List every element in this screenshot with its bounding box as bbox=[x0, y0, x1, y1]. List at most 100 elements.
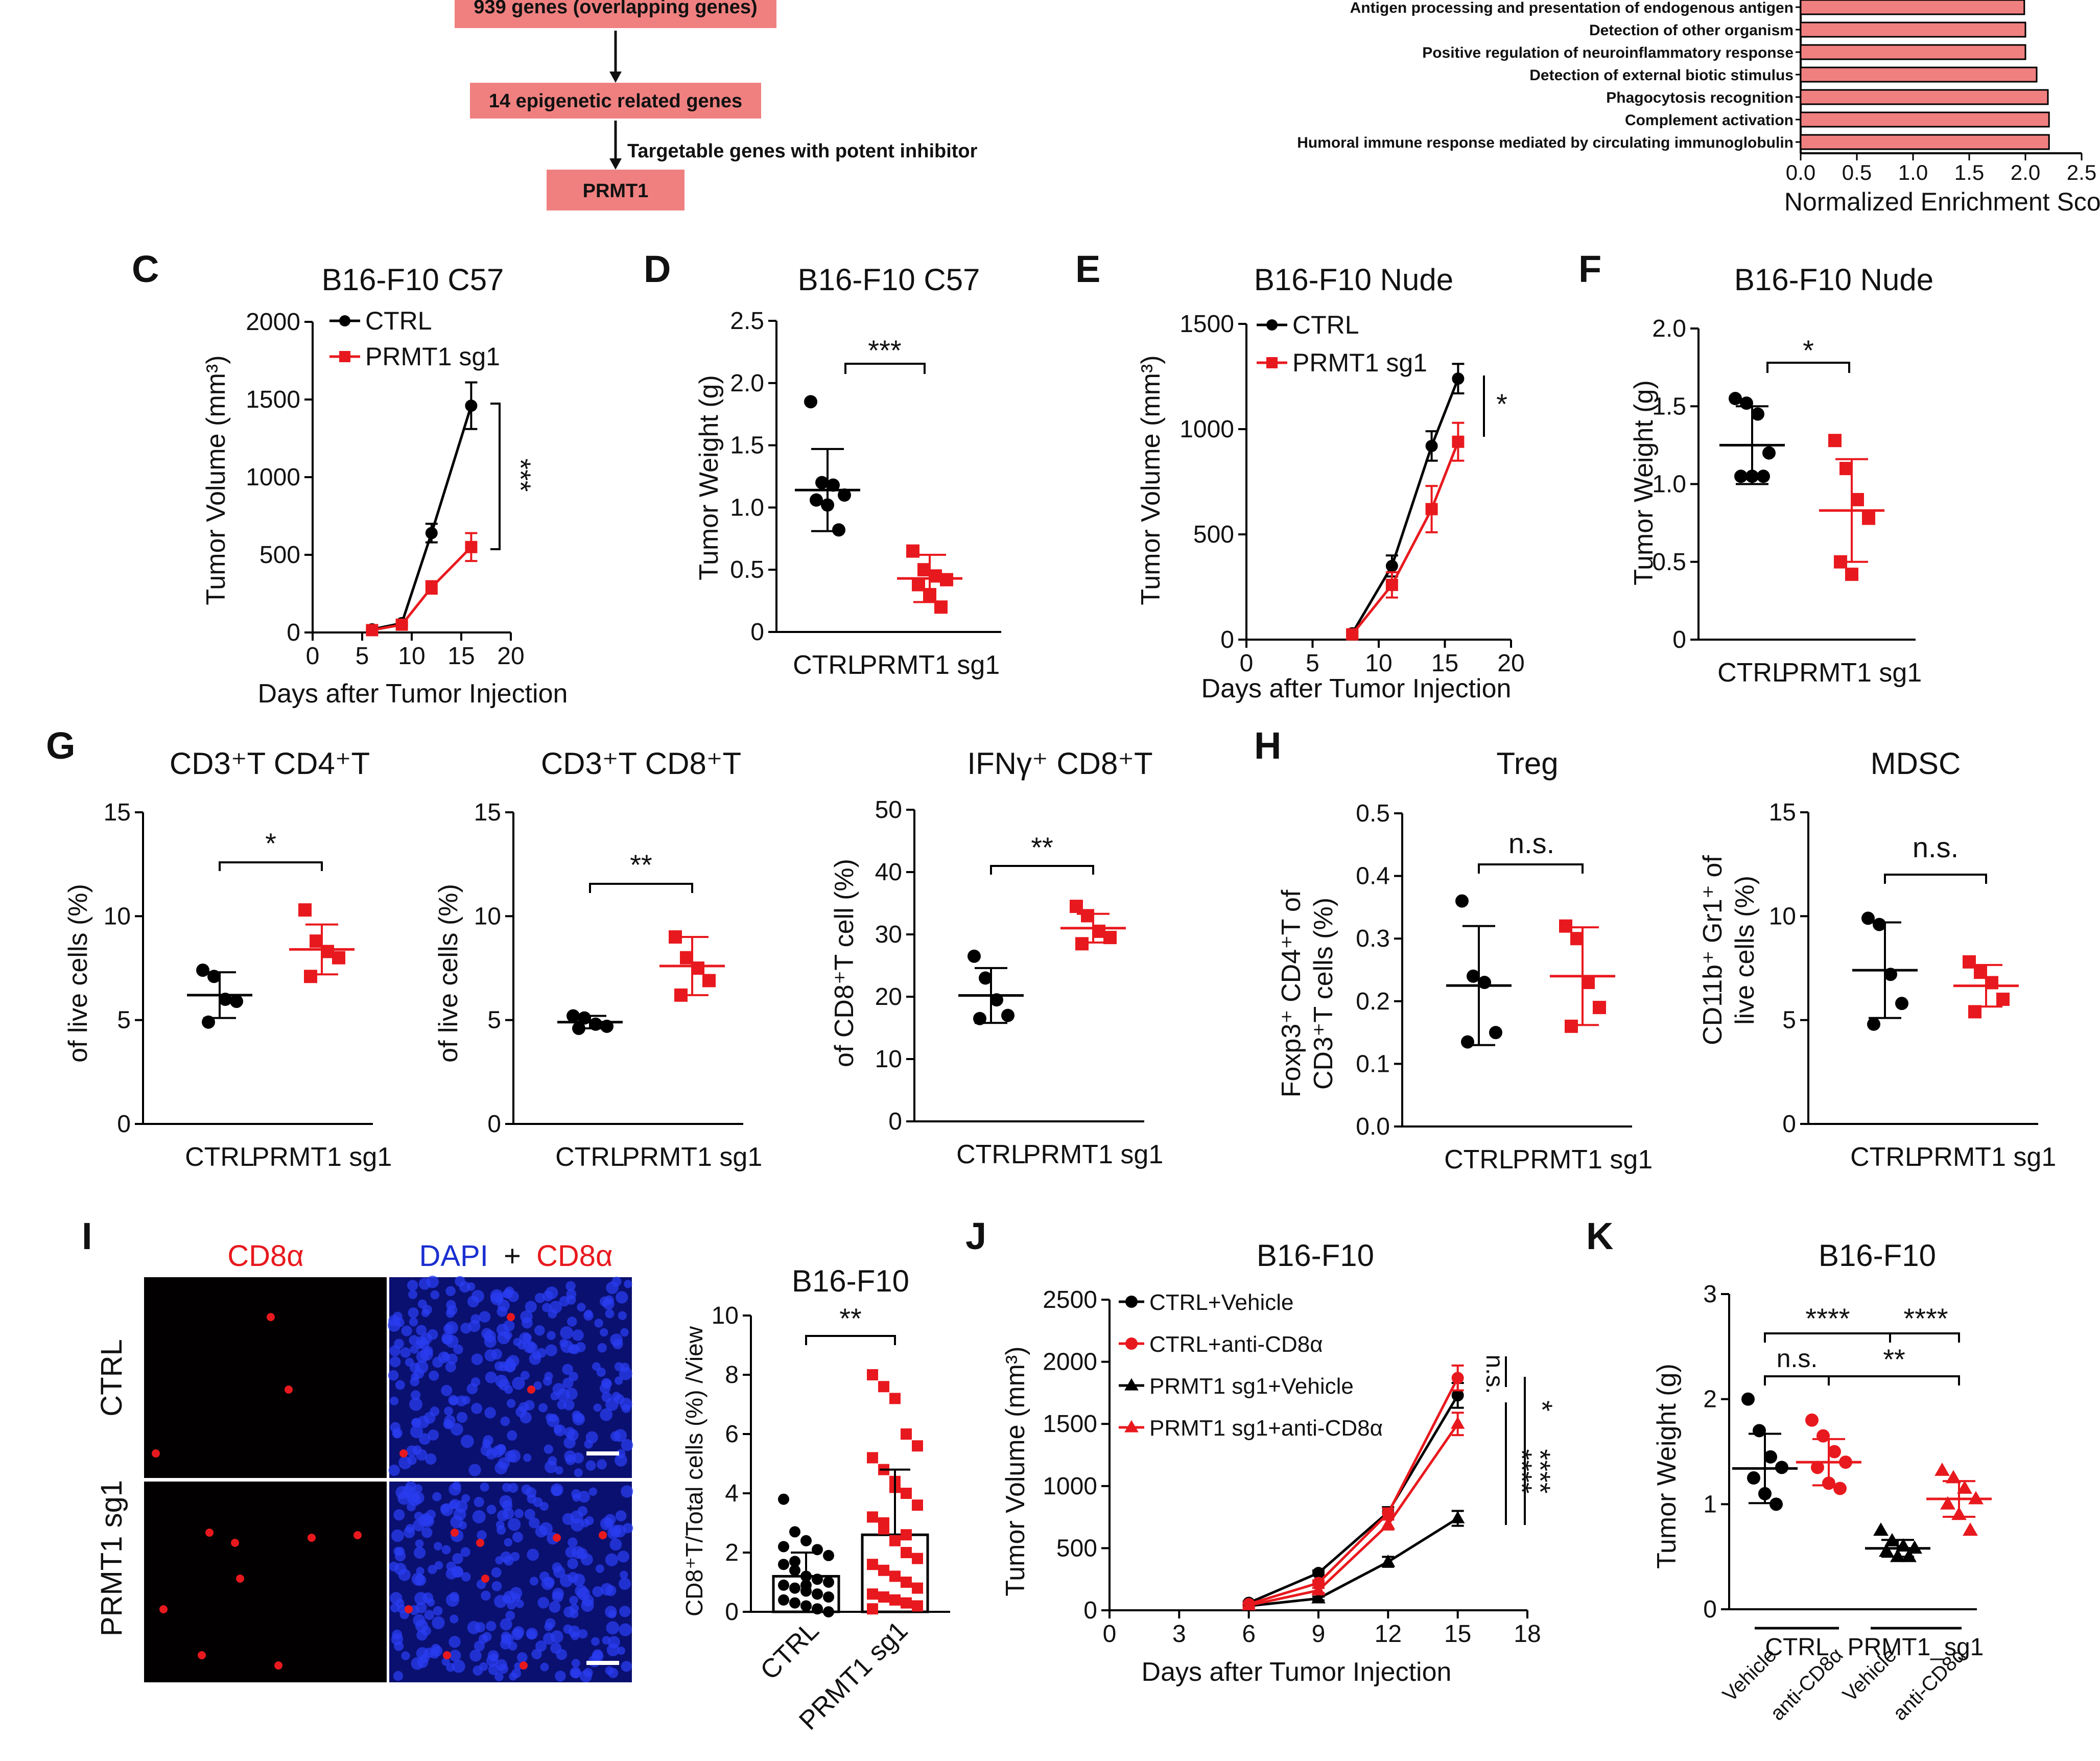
cd8-cell-dot bbox=[152, 1449, 160, 1458]
data-point bbox=[230, 995, 243, 1008]
nucleus-dot bbox=[554, 1424, 566, 1437]
nucleus-dot bbox=[549, 1301, 562, 1313]
data-point bbox=[425, 581, 438, 594]
flow-arrowhead-2 bbox=[609, 158, 622, 170]
data-point bbox=[1311, 1583, 1326, 1595]
nucleus-dot bbox=[421, 1527, 433, 1538]
gsea-bar-chart: Antigen processing and presentation of e… bbox=[1297, 0, 2100, 216]
y-tick-label: 30 bbox=[875, 921, 902, 948]
nucleus-dot bbox=[520, 1310, 533, 1323]
data-point bbox=[889, 1594, 901, 1606]
data-point bbox=[196, 964, 209, 977]
nucleus-dot bbox=[433, 1606, 443, 1616]
nucleus-dot bbox=[470, 1377, 481, 1387]
nucleus-dot bbox=[605, 1585, 617, 1596]
y-tick-label: 500 bbox=[1193, 521, 1234, 548]
y-tick-label: 5 bbox=[487, 1007, 501, 1034]
micro-col-label-cd8-merge: CD8α bbox=[536, 1239, 613, 1273]
nucleus-dot bbox=[472, 1510, 486, 1523]
data-point bbox=[1455, 894, 1469, 908]
micro-prmt1-cd8 bbox=[144, 1482, 387, 1682]
legend-marker bbox=[1124, 1420, 1139, 1433]
panel-h1-title: Treg bbox=[1496, 746, 1558, 781]
y-tick-label: 50 bbox=[875, 796, 902, 824]
enrichment-bar bbox=[1800, 44, 2026, 60]
nucleus-dot bbox=[394, 1317, 405, 1327]
panel-g1-title: CD3⁺T CD4⁺T bbox=[170, 746, 370, 781]
nucleus-dot bbox=[515, 1406, 527, 1418]
y-tick-label: 8 bbox=[725, 1361, 739, 1389]
nucleus-dot bbox=[575, 1342, 586, 1352]
data-point bbox=[878, 1381, 889, 1393]
legend-label: CTRL+Vehicle bbox=[1149, 1290, 1293, 1315]
nucleus-dot bbox=[441, 1384, 453, 1396]
nucleus-dot bbox=[520, 1371, 530, 1380]
legend-marker bbox=[1125, 1296, 1138, 1308]
x-tick-label: 15 bbox=[1431, 650, 1458, 677]
x-tick-label: 20 bbox=[1497, 650, 1524, 677]
nucleus-dot bbox=[527, 1548, 539, 1561]
nucleus-dot bbox=[456, 1412, 468, 1423]
cd8-cell-dot bbox=[507, 1313, 515, 1321]
series-line bbox=[371, 546, 473, 631]
data-point bbox=[867, 1452, 878, 1464]
y-tick-label: 5 bbox=[117, 1007, 131, 1034]
data-point bbox=[1811, 1461, 1824, 1474]
nucleus-dot bbox=[562, 1377, 574, 1389]
nucleus-dot bbox=[615, 1376, 623, 1385]
data-point bbox=[889, 1535, 901, 1546]
data-point bbox=[1570, 932, 1584, 946]
nucleus-dot bbox=[413, 1484, 422, 1493]
nucleus-dot bbox=[456, 1395, 467, 1406]
nucleus-dot bbox=[429, 1370, 439, 1381]
nucleus-dot bbox=[545, 1286, 558, 1300]
nucleus-dot bbox=[506, 1399, 516, 1408]
nucleus-dot bbox=[569, 1595, 578, 1605]
nucleus-dot bbox=[617, 1551, 629, 1563]
nucleus-dot bbox=[475, 1622, 486, 1633]
data-point bbox=[1311, 1591, 1326, 1604]
y-tick-label: 2.0 bbox=[1652, 315, 1686, 342]
nucleus-dot bbox=[624, 1280, 632, 1288]
data-point bbox=[1452, 372, 1465, 385]
legend-ctrl-marker bbox=[339, 315, 350, 326]
series-line bbox=[1351, 441, 1459, 636]
x-tick-label: 0 bbox=[306, 643, 320, 670]
nucleus-dot bbox=[605, 1309, 615, 1319]
nucleus-dot bbox=[419, 1433, 431, 1445]
x-category-label: CTRL bbox=[185, 1142, 254, 1172]
y-tick-label: 1500 bbox=[1043, 1411, 1097, 1438]
data-point bbox=[425, 527, 438, 539]
nucleus-dot bbox=[430, 1406, 440, 1417]
nucleus-dot bbox=[549, 1601, 561, 1613]
nucleus-dot bbox=[474, 1496, 484, 1508]
nucleus-dot bbox=[491, 1567, 502, 1578]
nucleus-dot bbox=[390, 1592, 403, 1605]
nucleus-dot bbox=[484, 1407, 496, 1419]
nucleus-dot bbox=[449, 1636, 461, 1648]
panel-c-xlabel: Days after Tumor Injection bbox=[258, 679, 568, 709]
nucleus-dot bbox=[623, 1523, 633, 1534]
nucleus-dot bbox=[568, 1537, 578, 1547]
cd8-cell-dot bbox=[520, 1661, 528, 1670]
gene-set-label: Phagocytosis recognition bbox=[1606, 89, 1794, 106]
nucleus-dot bbox=[388, 1370, 399, 1381]
y-tick-label: 1.0 bbox=[1652, 471, 1686, 498]
nucleus-dot bbox=[393, 1509, 405, 1521]
nucleus-dot bbox=[565, 1281, 576, 1292]
nucleus-dot bbox=[394, 1641, 404, 1651]
nucleus-dot bbox=[621, 1439, 633, 1451]
nucleus-dot bbox=[570, 1609, 579, 1618]
micro-col-label-plus: + bbox=[504, 1239, 521, 1273]
nucleus-dot bbox=[498, 1663, 509, 1674]
legend-ctrl-marker bbox=[1266, 319, 1278, 331]
nucleus-dot bbox=[424, 1610, 435, 1620]
nucleus-dot bbox=[389, 1345, 401, 1356]
data-point bbox=[1092, 924, 1105, 938]
data-point bbox=[789, 1597, 800, 1609]
nucleus-dot bbox=[405, 1357, 414, 1367]
gene-set-label: Detection of other organism bbox=[1589, 22, 1794, 39]
nucleus-dot bbox=[578, 1491, 591, 1503]
